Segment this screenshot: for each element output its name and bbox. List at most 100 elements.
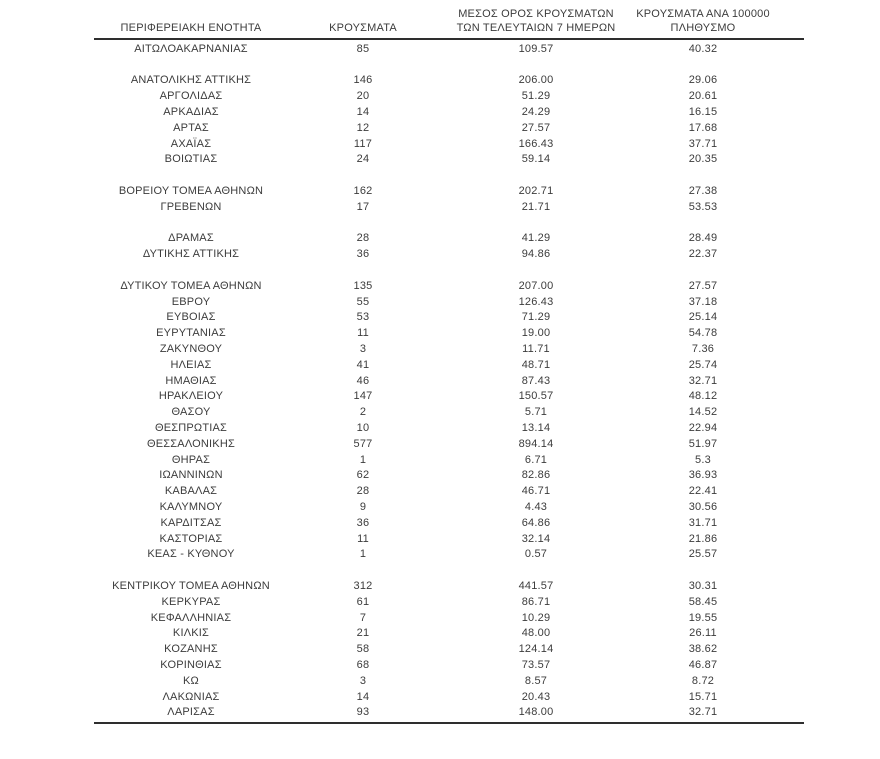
cell-cases: 12 bbox=[356, 121, 370, 134]
cell-avg7: 86.71 bbox=[521, 595, 551, 608]
table-row: ΚΕΦΑΛΛΗΝΙΑΣ 7 10.29 19.55 bbox=[94, 610, 804, 626]
cell-per100k: 36.93 bbox=[688, 469, 718, 482]
cell-avg7: 19.00 bbox=[521, 327, 551, 340]
table-row: ΖΑΚΥΝΘΟΥ 3 11.71 7.36 bbox=[94, 341, 804, 357]
cell-per100k: 27.57 bbox=[688, 279, 718, 292]
table-row: ΚΕΝΤΡΙΚΟΥ ΤΟΜΕΑ ΑΘΗΝΩΝ 312 441.57 30.31 bbox=[94, 578, 804, 594]
cell-per100k: 25.57 bbox=[688, 548, 718, 561]
cell-region: ΔΥΤΙΚΗΣ ΑΤΤΙΚΗΣ bbox=[142, 248, 240, 261]
table-row: ΛΑΡΙΣΑΣ 93 148.00 32.71 bbox=[94, 704, 804, 720]
cell-region: ΑΝΑΤΟΛΙΚΗΣ ΑΤΤΙΚΗΣ bbox=[130, 74, 252, 87]
cell-per100k: 5.3 bbox=[695, 453, 711, 466]
col-header-per100k-line1: ΚΡΟΥΣΜΑΤΑ ΑΝΑ 100000 bbox=[636, 8, 770, 20]
cell-per100k: 8.72 bbox=[691, 674, 715, 687]
cell-region: ΘΗΡΑΣ bbox=[171, 453, 211, 466]
col-header-per100k-line2: ΠΛΗΘΥΣΜΟ bbox=[670, 21, 736, 34]
cell-avg7: 48.71 bbox=[521, 358, 551, 371]
cell-region: ΚΕΦΑΛΛΗΝΙΑΣ bbox=[150, 611, 232, 624]
cell-per100k: 46.87 bbox=[688, 658, 718, 671]
spacer-row bbox=[94, 167, 804, 183]
cell-per100k: 40.32 bbox=[688, 42, 718, 55]
cell-avg7: 32.14 bbox=[521, 532, 551, 545]
cell-cases: 11 bbox=[357, 327, 369, 340]
spacer-row bbox=[94, 562, 804, 578]
cell-avg7: 64.86 bbox=[521, 516, 551, 529]
col-header-cases: ΚΡΟΥΣΜΑΤΑ bbox=[288, 22, 438, 36]
table-row: ΘΗΡΑΣ 1 6.71 5.3 bbox=[94, 452, 804, 468]
cell-region: ΚΕΡΚΥΡΑΣ bbox=[161, 595, 221, 608]
cell-per100k: 31.71 bbox=[688, 516, 718, 529]
regional-cases-table: ΠΕΡΙΦΕΡΕΙΑΚΗ ΕΝΟΤΗΤΑ ΚΡΟΥΣΜΑΤΑ ΜΕΣΟΣ ΟΡΟ… bbox=[94, 8, 804, 725]
spacer-row bbox=[94, 57, 804, 73]
cell-cases: 58 bbox=[356, 643, 370, 656]
cell-region: ΛΑΡΙΣΑΣ bbox=[167, 706, 215, 719]
table-row: ΑΡΓΟΛΙΔΑΣ 20 51.29 20.61 bbox=[94, 88, 804, 104]
cell-region: ΒΟΙΩΤΙΑΣ bbox=[164, 153, 218, 166]
cell-avg7: 5.71 bbox=[524, 406, 548, 419]
cell-cases: 10 bbox=[356, 422, 370, 435]
cell-per100k: 28.49 bbox=[688, 232, 718, 245]
cell-avg7: 207.00 bbox=[518, 279, 554, 292]
cell-region: ΛΑΚΩΝΙΑΣ bbox=[162, 690, 220, 703]
cell-per100k: 58.45 bbox=[688, 595, 718, 608]
cell-per100k: 22.37 bbox=[688, 248, 718, 261]
table-row: ΕΥΒΟΙΑΣ 53 71.29 25.14 bbox=[94, 310, 804, 326]
cell-avg7: 21.71 bbox=[521, 200, 551, 213]
cell-region: ΚΑΒΑΛΑΣ bbox=[164, 485, 218, 498]
cell-avg7: 6.71 bbox=[524, 453, 548, 466]
cell-cases: 162 bbox=[353, 185, 373, 198]
cell-region: ΗΛΕΙΑΣ bbox=[170, 358, 212, 371]
cell-per100k: 32.71 bbox=[688, 374, 718, 387]
cell-region: ΑΡΚΑΔΙΑΣ bbox=[163, 106, 219, 119]
cell-per100k: 20.35 bbox=[688, 153, 718, 166]
table-row: ΑΧΑΪΑΣ 117 166.43 37.71 bbox=[94, 136, 804, 152]
cell-per100k: 37.18 bbox=[688, 295, 718, 308]
cell-avg7: 148.00 bbox=[518, 706, 554, 719]
table-row: ΗΡΑΚΛΕΙΟΥ 147 150.57 48.12 bbox=[94, 389, 804, 405]
cell-region: ΒΟΡΕΙΟΥ ΤΟΜΕΑ ΑΘΗΝΩΝ bbox=[118, 185, 264, 198]
cell-per100k: 54.78 bbox=[688, 327, 718, 340]
col-header-avg7-line1: ΜΕΣΟΣ ΟΡΟΣ ΚΡΟΥΣΜΑΤΩΝ bbox=[458, 8, 614, 20]
cell-cases: 14 bbox=[356, 690, 370, 703]
cell-region: ΕΥΡΥΤΑΝΙΑΣ bbox=[156, 327, 226, 340]
table-row: ΔΥΤΙΚΟΥ ΤΟΜΕΑ ΑΘΗΝΩΝ 135 207.00 27.57 bbox=[94, 278, 804, 294]
table-row: ΒΟΙΩΤΙΑΣ 24 59.14 20.35 bbox=[94, 152, 804, 168]
cell-avg7: 51.29 bbox=[521, 90, 551, 103]
cell-avg7: 94.86 bbox=[521, 248, 551, 261]
cell-avg7: 894.14 bbox=[518, 437, 554, 450]
cell-per100k: 7.36 bbox=[691, 343, 715, 356]
table-body: ΑΙΤΩΛΟΑΚΑΡΝΑΝΙΑΣ 85 109.57 40.32 ΑΝΑΤΟΛΙΚΗΣ … bbox=[94, 40, 804, 725]
cell-cases: 3 bbox=[359, 343, 367, 356]
cell-per100k: 27.38 bbox=[688, 185, 718, 198]
cell-cases: 68 bbox=[356, 658, 370, 671]
col-header-avg7-line2: ΤΩΝ ΤΕΛΕΥΤΑΙΩΝ 7 ΗΜΕΡΩΝ bbox=[456, 21, 616, 34]
cell-avg7: 0.57 bbox=[524, 548, 548, 561]
table-row: ΚΟΖΑΝΗΣ 58 124.14 38.62 bbox=[94, 641, 804, 657]
cell-region: ΚΕΑΣ - ΚΥΘΝΟΥ bbox=[147, 548, 235, 561]
cell-region: ΗΡΑΚΛΕΙΟΥ bbox=[158, 390, 224, 403]
table-row: ΘΑΣΟΥ 2 5.71 14.52 bbox=[94, 404, 804, 420]
cell-per100k: 17.68 bbox=[688, 121, 718, 134]
cell-per100k: 20.61 bbox=[688, 90, 718, 103]
cell-avg7: 87.43 bbox=[521, 374, 551, 387]
cell-per100k: 22.94 bbox=[688, 422, 718, 435]
cell-avg7: 4.43 bbox=[524, 501, 548, 513]
table-row: ΕΥΡΥΤΑΝΙΑΣ 11 19.00 54.78 bbox=[94, 325, 804, 341]
cell-region: ΚΩ bbox=[183, 674, 199, 687]
cell-avg7: 48.00 bbox=[521, 627, 551, 640]
cell-avg7: 109.57 bbox=[518, 42, 554, 55]
cell-cases: 135 bbox=[353, 279, 373, 292]
cell-per100k: 16.15 bbox=[688, 106, 718, 119]
cell-avg7: 8.57 bbox=[524, 674, 548, 687]
cell-cases: 28 bbox=[356, 232, 370, 245]
table-row: ΑΝΑΤΟΛΙΚΗΣ ΑΤΤΙΚΗΣ 146 206.00 29.06 bbox=[94, 73, 804, 89]
cell-cases: 55 bbox=[356, 295, 370, 308]
cell-cases: 17 bbox=[356, 200, 370, 213]
cell-avg7: 41.29 bbox=[521, 232, 551, 245]
cell-region: ΚΑΣΤΟΡΙΑΣ bbox=[159, 532, 223, 545]
table-row: ΚΩ 3 8.57 8.72 bbox=[94, 673, 804, 689]
cell-per100k: 14.52 bbox=[688, 406, 718, 419]
cell-region: ΘΕΣΠΡΩΤΙΑΣ bbox=[154, 422, 228, 435]
table-row: ΗΛΕΙΑΣ 41 48.71 25.74 bbox=[94, 357, 804, 373]
table-row: ΘΕΣΠΡΩΤΙΑΣ 10 13.14 22.94 bbox=[94, 420, 804, 436]
